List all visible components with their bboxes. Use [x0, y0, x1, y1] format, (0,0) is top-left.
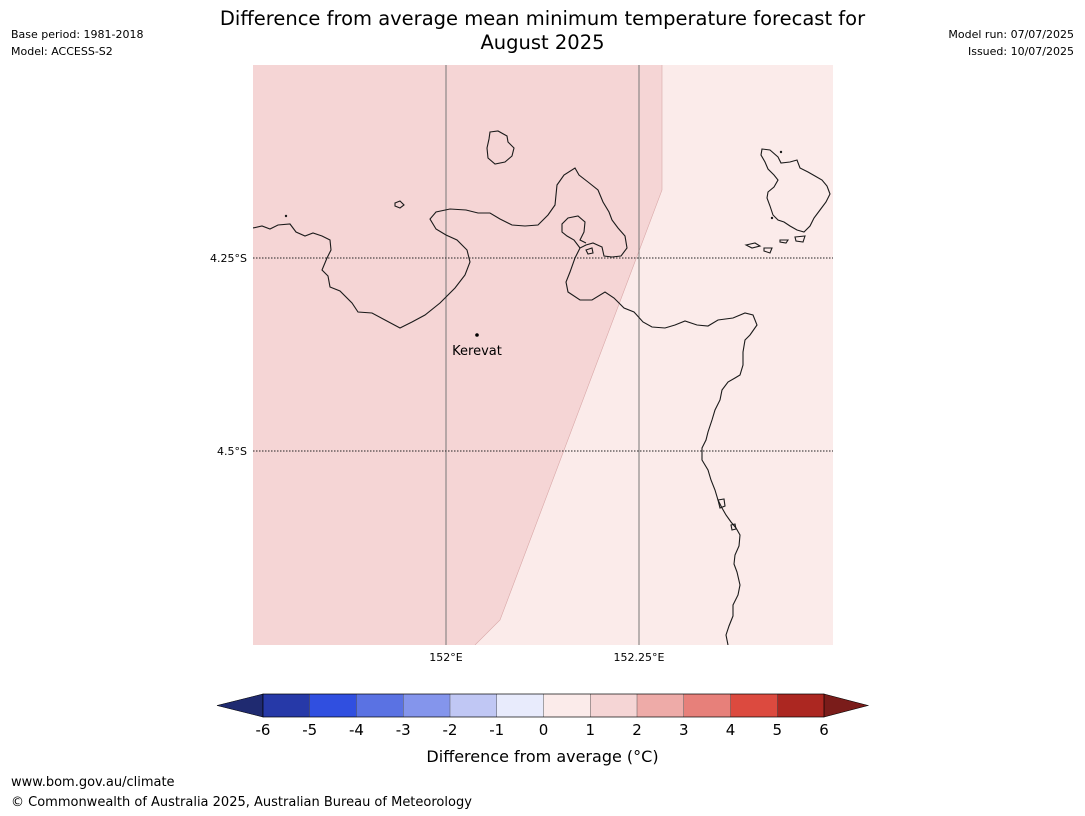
- title-line-2: August 2025: [480, 31, 605, 54]
- coastline-islets-east: [744, 235, 806, 254]
- coastline-inner-bay: [561, 215, 587, 249]
- colorbar-segment: [683, 694, 731, 717]
- colorbar-segment: [637, 694, 685, 717]
- colorbar-segment: [403, 694, 451, 717]
- coastline-main-north: [253, 167, 758, 645]
- meta-right: Model run: 07/07/2025 Issued: 10/07/2025: [948, 26, 1074, 60]
- coastline-islet-small: [394, 200, 405, 209]
- colorbar-tick-label: -6: [256, 721, 271, 739]
- coastline-islet-bay: [585, 247, 594, 255]
- lat-label: 4.5°S: [217, 445, 247, 458]
- colorbar-tick-label: 5: [772, 721, 782, 739]
- coastline-islet-south: [717, 498, 737, 531]
- footer-url: www.bom.gov.au/climate: [11, 775, 175, 790]
- colorbar-tick-label: 4: [726, 721, 736, 739]
- colorbar-segment: [263, 694, 311, 717]
- colorbar-segment: [450, 694, 498, 717]
- issued-text: Issued: 10/07/2025: [967, 45, 1074, 58]
- colorbar: -6 -5 -4 -3 -2 -1 0 1 2 3 4 5 6: [216, 693, 870, 739]
- colorbar-tick-label: 2: [632, 721, 642, 739]
- colorbar-segment: [730, 694, 778, 717]
- colorbar-tick-label: 0: [539, 721, 549, 739]
- colorbar-tick-label: -2: [443, 721, 458, 739]
- coastline-islands-east: [760, 148, 831, 233]
- anomaly-zone-1-to-2: [253, 65, 662, 645]
- coastline-island-north: [486, 130, 515, 165]
- lat-label: 4.25°S: [210, 252, 247, 265]
- colorbar-segment: [309, 694, 357, 717]
- town-marker: [475, 333, 479, 337]
- zone-boundary: [474, 65, 663, 645]
- map-panel: Kerevat: [253, 65, 833, 645]
- colorbar-tick-label: -4: [349, 721, 364, 739]
- colorbar-extend-high: [823, 693, 870, 718]
- islet-dot: [284, 214, 288, 218]
- islet-dot: [779, 150, 783, 154]
- colorbar-title: Difference from average (°C): [426, 747, 659, 766]
- map-title: Difference from average mean minimum tem…: [0, 7, 1085, 55]
- coastline: [253, 130, 831, 645]
- colorbar-frame: [262, 693, 825, 718]
- colorbar-tick-label: 3: [679, 721, 689, 739]
- colorbar-segment: [543, 694, 591, 717]
- model-run-text: Model run: 07/07/2025: [948, 28, 1074, 41]
- colorbar-segment: [496, 694, 544, 717]
- lon-label: 152.25°E: [614, 651, 665, 664]
- colorbar-tick-label: -1: [489, 721, 504, 739]
- colorbar-extend-low: [216, 693, 264, 718]
- lon-label: 152°E: [429, 651, 462, 664]
- title-line-1: Difference from average mean minimum tem…: [219, 7, 866, 30]
- colorbar-tick-label: 6: [819, 721, 829, 739]
- islet-dot: [770, 216, 774, 220]
- base-period-text: Base period: 1981-2018: [11, 28, 144, 41]
- meta-left: Base period: 1981-2018 Model: ACCESS-S2: [11, 26, 143, 60]
- footer-copyright: © Commonwealth of Australia 2025, Austra…: [11, 795, 472, 810]
- model-text: Model: ACCESS-S2: [11, 45, 113, 58]
- colorbar-tick-label: 1: [585, 721, 595, 739]
- colorbar-segment: [777, 694, 825, 717]
- colorbar-tick-label: -3: [396, 721, 411, 739]
- colorbar-segment: [356, 694, 404, 717]
- colorbar-tick-label: -5: [302, 721, 317, 739]
- place-label-kerevat: Kerevat: [452, 344, 502, 359]
- colorbar-segment: [590, 694, 638, 717]
